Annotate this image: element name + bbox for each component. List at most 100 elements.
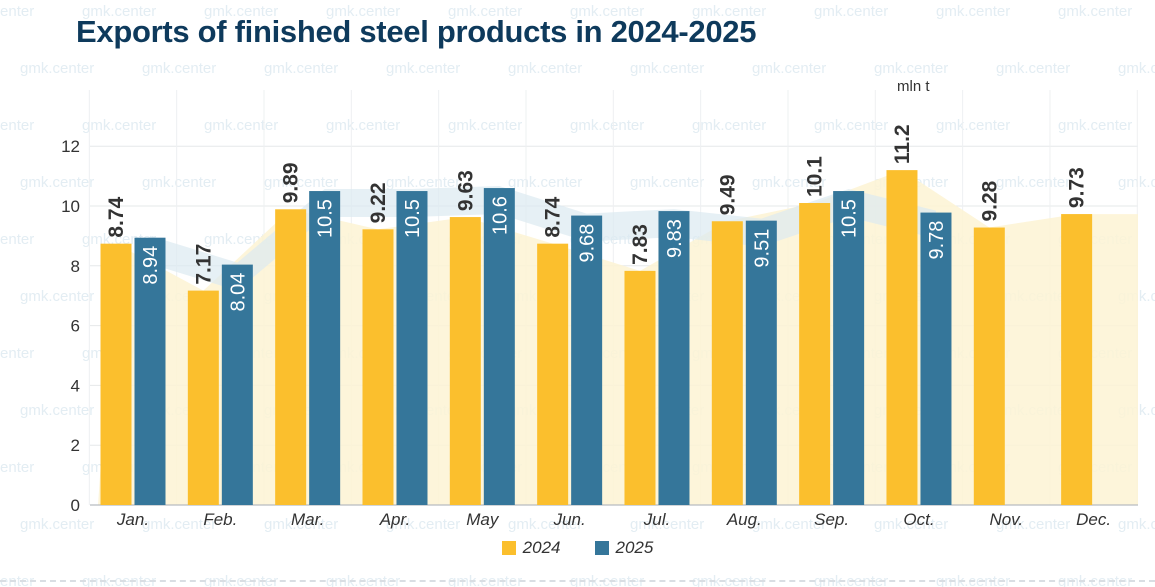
bottom-divider xyxy=(0,580,1155,582)
watermark-text: gmk.center xyxy=(386,174,460,191)
legend-item-2024: 2024 xyxy=(501,538,561,558)
y-tick-label: 2 xyxy=(71,436,80,455)
bar-2025 xyxy=(833,191,865,506)
bar-2024 xyxy=(711,221,743,505)
watermark-text: gmk.center xyxy=(20,402,94,419)
bar-2024 xyxy=(362,229,394,505)
x-tick-label: Feb. xyxy=(203,510,237,529)
legend-label-2024: 2024 xyxy=(522,538,561,557)
bar-2024 xyxy=(275,209,307,505)
data-label-2025: 10.5 xyxy=(402,199,424,238)
watermark-text: gmk.center xyxy=(0,231,34,248)
watermark-text: gmk.center xyxy=(326,117,400,134)
watermark-text: gmk.center xyxy=(814,117,888,134)
watermark-text: gmk.center xyxy=(0,345,34,362)
data-label-2024: 7.17 xyxy=(192,244,215,285)
bar-2025 xyxy=(483,188,515,505)
watermark-text: gmk.center xyxy=(508,60,582,77)
data-label-2024: 7.83 xyxy=(629,224,652,265)
watermark-text: gmk.center xyxy=(264,516,338,533)
bar-2024 xyxy=(537,243,569,505)
bar-2025 xyxy=(396,191,428,506)
bar-2024 xyxy=(100,243,132,505)
bar-2025 xyxy=(134,237,166,505)
watermark-text: gmk.center xyxy=(1118,516,1155,533)
watermark-text: gmk.center xyxy=(508,516,582,533)
watermark-text: gmk.center xyxy=(264,174,338,191)
watermark-text: gmk.center xyxy=(20,60,94,77)
x-tick-label: Jul. xyxy=(643,510,670,529)
x-tick-label: Nov. xyxy=(989,510,1023,529)
watermark-text: gmk.center xyxy=(752,60,826,77)
bar-2024 xyxy=(1061,214,1093,505)
watermark-text: gmk.center xyxy=(142,516,216,533)
x-tick-label: Apr. xyxy=(379,510,411,529)
x-tick-label: Jan. xyxy=(116,510,149,529)
watermark-text: gmk.center xyxy=(874,516,948,533)
watermark-text: gmk.center xyxy=(692,3,766,20)
y-tick-label: 6 xyxy=(71,317,80,336)
data-label-2025: 9.78 xyxy=(926,221,948,260)
legend-label-2025: 2025 xyxy=(615,538,654,557)
y-tick-label: 10 xyxy=(61,197,80,216)
legend: 2024 2025 xyxy=(0,538,1155,558)
x-tick-label: Mar. xyxy=(291,510,324,529)
watermark-text: gmk.center xyxy=(508,174,582,191)
data-label-2024: 11.2 xyxy=(891,124,914,164)
watermark-text: gmk.center xyxy=(996,516,1070,533)
x-tick-label: Sep. xyxy=(814,510,849,529)
data-label-2025: 9.51 xyxy=(751,229,773,268)
watermark-text: gmk.center xyxy=(936,117,1010,134)
data-label-2024: 9.89 xyxy=(280,162,303,203)
watermark-text: gmk.center xyxy=(204,117,278,134)
watermark-text: gmk.center xyxy=(752,174,826,191)
bar-2025 xyxy=(221,264,253,505)
watermark-text: gmk.center xyxy=(0,117,34,134)
chart-title: Exports of finished steel products in 20… xyxy=(76,14,757,49)
data-label-2024: 9.63 xyxy=(454,170,477,211)
data-label-2024: 9.22 xyxy=(367,182,390,223)
data-label-2025: 10.6 xyxy=(489,196,511,235)
watermark-text: gmk.center xyxy=(630,60,704,77)
legend-swatch-2024 xyxy=(501,541,516,555)
bar-2024 xyxy=(886,170,918,505)
watermark-text: gmk.center xyxy=(20,174,94,191)
watermark-text: gmk.center xyxy=(0,459,34,476)
watermark-text: gmk.center xyxy=(1058,117,1132,134)
bar-2024 xyxy=(799,203,831,505)
bar-2025 xyxy=(571,215,603,505)
watermark-text: gmk.center xyxy=(142,174,216,191)
area-2025 xyxy=(150,186,936,291)
watermark-text: gmk.center xyxy=(1118,60,1155,77)
data-label-2025: 9.68 xyxy=(577,224,599,263)
data-label-2025: 10.5 xyxy=(839,199,861,238)
data-label-2024: 8.74 xyxy=(542,196,565,237)
bar-2025 xyxy=(309,191,341,506)
y-tick-label: 12 xyxy=(61,137,80,156)
watermark-text: gmk.center xyxy=(874,60,948,77)
watermark-text: gmk.center xyxy=(752,516,826,533)
watermark-text: gmk.center xyxy=(570,117,644,134)
watermark-text: gmk.center xyxy=(204,3,278,20)
watermark-text: gmk.center xyxy=(996,60,1070,77)
watermark-text: gmk.center xyxy=(630,516,704,533)
bar-2024 xyxy=(187,290,219,505)
y-tick-label: 8 xyxy=(71,257,80,276)
watermark-text: gmk.center xyxy=(996,174,1070,191)
x-tick-label: Oct. xyxy=(903,510,934,529)
bar-2025 xyxy=(920,212,952,505)
bar-2025 xyxy=(658,211,690,505)
data-label-2025: 8.94 xyxy=(140,246,162,285)
x-tick-label: Jun. xyxy=(553,510,586,529)
watermark-text: gmk.center xyxy=(82,117,156,134)
data-label-2024: 10.1 xyxy=(804,156,827,197)
x-tick-label: Aug. xyxy=(726,510,762,529)
data-label-2024: 9.49 xyxy=(716,174,739,215)
bar-2024 xyxy=(449,217,481,506)
watermark-text: gmk.center xyxy=(448,117,522,134)
data-label-2025: 10.5 xyxy=(315,199,337,238)
watermark-text: gmk.center xyxy=(936,3,1010,20)
legend-item-2025: 2025 xyxy=(594,538,654,558)
watermark-text: gmk.center xyxy=(142,60,216,77)
